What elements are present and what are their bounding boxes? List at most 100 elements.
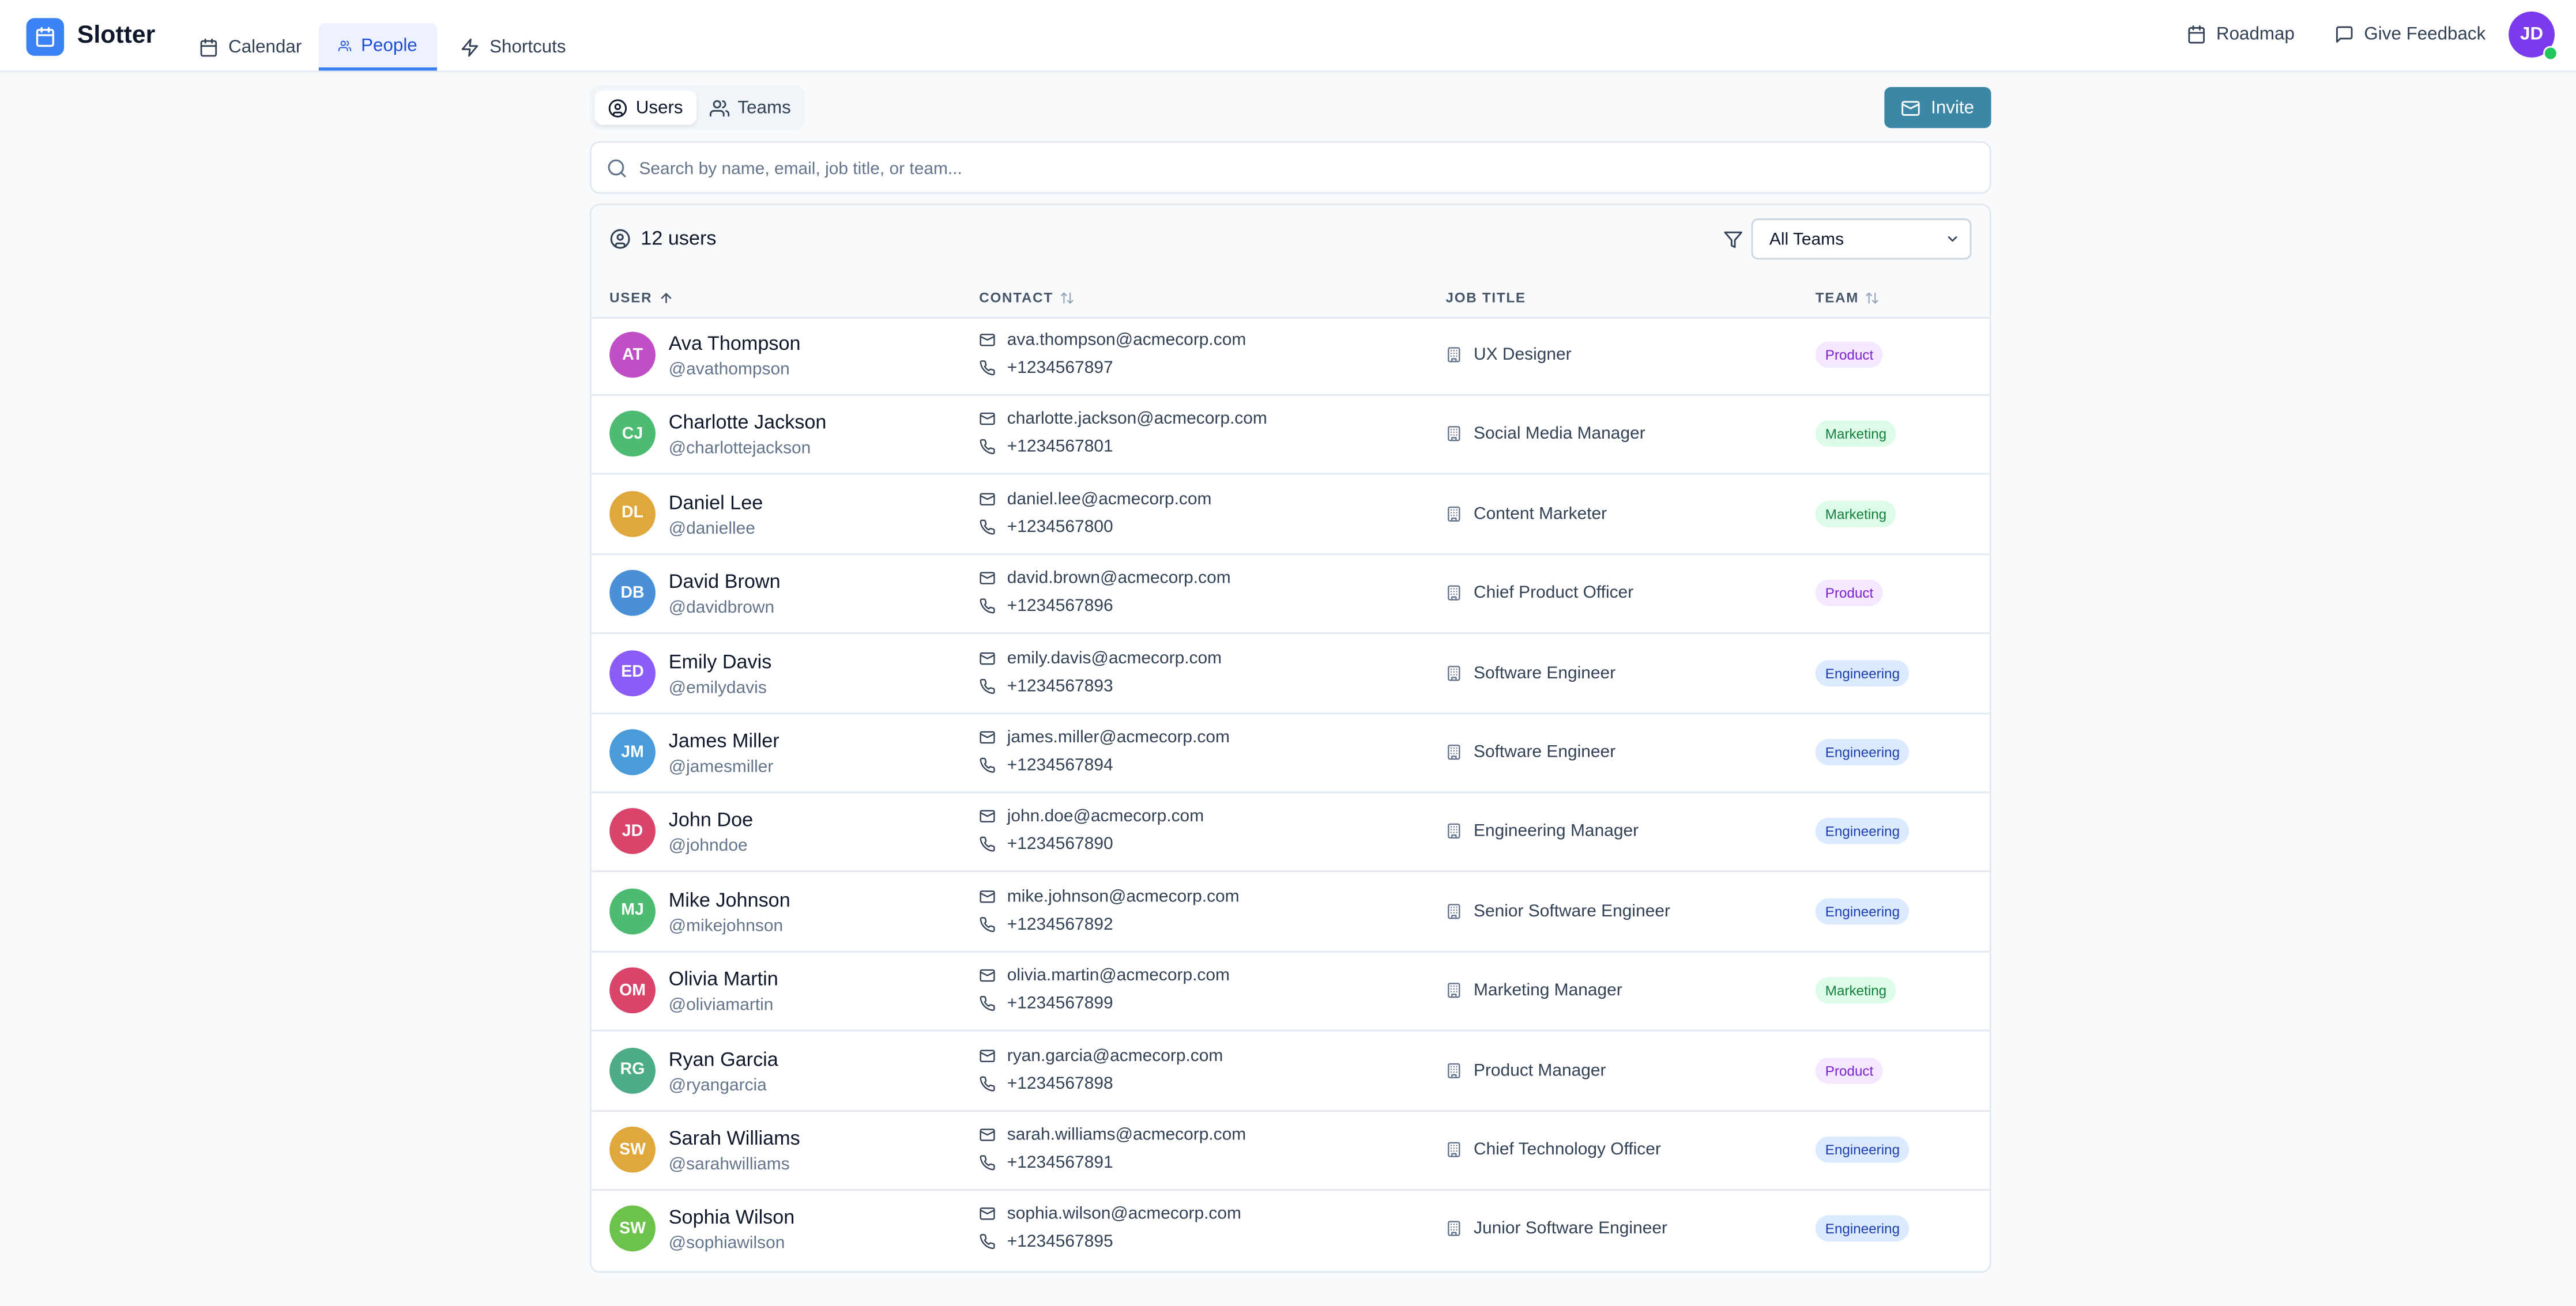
user-email[interactable]: daniel.lee@acmecorp.com <box>979 489 1211 509</box>
search-input[interactable] <box>635 153 1957 186</box>
tab-people[interactable]: People <box>318 22 437 71</box>
team-badge: Engineering <box>1815 739 1910 765</box>
table-row[interactable]: CJ Charlotte Jackson @charlottejackson char… <box>591 397 1990 475</box>
table-row[interactable]: ED Emily Davis @emilydavis emily.davis@acme… <box>591 635 1990 714</box>
user-phone-text: +1234567800 <box>1007 517 1113 537</box>
user-job-title-text: Junior Software Engineer <box>1474 1219 1667 1239</box>
user-name: Sophia Wilson <box>668 1206 795 1229</box>
user-circle-icon <box>610 228 630 248</box>
mail-icon <box>980 969 995 982</box>
column-team-header[interactable]: TEAM <box>1816 289 1881 305</box>
user-phone[interactable]: +1234567891 <box>979 1153 1113 1173</box>
user-phone[interactable]: +1234567892 <box>979 915 1113 934</box>
user-phone[interactable]: +1234567897 <box>979 358 1113 378</box>
user-email-text: daniel.lee@acmecorp.com <box>1007 489 1212 509</box>
building-icon <box>1448 1142 1460 1157</box>
table-row[interactable]: JM James Miller @jamesmiller james.miller@a… <box>591 715 1990 794</box>
table-row[interactable]: MJ Mike Johnson @mikejohnson mike.johnson@a… <box>591 873 1990 953</box>
user-phone[interactable]: +1234567800 <box>979 517 1113 537</box>
column-contact-label: CONTACT <box>979 289 1053 306</box>
give-feedback-link[interactable]: Give Feedback <box>2334 20 2485 49</box>
user-phone-text: +1234567895 <box>1007 1232 1113 1252</box>
user-email[interactable]: emily.davis@acmecorp.com <box>979 648 1222 668</box>
users-teams-toggle: Users Teams <box>589 85 805 130</box>
user-email[interactable]: mike.johnson@acmecorp.com <box>979 886 1240 907</box>
app-logo[interactable] <box>26 18 65 56</box>
invite-button[interactable]: Invite <box>1884 87 1991 129</box>
column-user-header[interactable]: USER <box>609 289 673 305</box>
table-row[interactable]: DB David Brown @davidbrown david.brown@acme… <box>591 556 1990 635</box>
user-phone-text: +1234567894 <box>1007 755 1113 775</box>
building-icon <box>1448 1062 1460 1078</box>
user-email[interactable]: olivia.martin@acmecorp.com <box>979 966 1230 986</box>
zap-icon <box>461 37 479 56</box>
user-email[interactable]: ava.thompson@acmecorp.com <box>979 330 1246 350</box>
user-email[interactable]: charlotte.jackson@acmecorp.com <box>979 410 1267 429</box>
user-phone[interactable]: +1234567895 <box>979 1232 1113 1252</box>
search-box <box>589 141 1991 194</box>
user-email-text: mike.johnson@acmecorp.com <box>1007 886 1240 907</box>
chevron-down-icon <box>1948 236 1957 242</box>
phone-icon <box>980 440 995 455</box>
tab-shortcuts[interactable]: Shortcuts <box>440 23 586 71</box>
team-filter-select[interactable]: All Teams <box>1751 218 1972 260</box>
user-phone[interactable]: +1234567893 <box>979 676 1113 696</box>
user-job-title: Junior Software Engineer <box>1446 1219 1667 1239</box>
user-email[interactable]: david.brown@acmecorp.com <box>979 568 1231 588</box>
user-email[interactable]: sophia.wilson@acmecorp.com <box>979 1205 1241 1224</box>
user-phone[interactable]: +1234567899 <box>979 994 1113 1014</box>
roadmap-link[interactable]: Roadmap <box>2187 20 2295 49</box>
mail-icon <box>980 413 995 426</box>
users-toggle-label: Users <box>635 97 683 118</box>
filter-icon <box>1724 231 1742 248</box>
users-toggle-button[interactable]: Users <box>594 90 696 125</box>
user-phone-text: +1234567893 <box>1007 675 1113 696</box>
teams-toggle-button[interactable]: Teams <box>696 90 804 125</box>
user-job-title-text: Marketing Manager <box>1474 980 1622 1001</box>
table-row[interactable]: DL Daniel Lee @daniellee daniel.lee@acmecor… <box>591 476 1990 555</box>
phone-icon <box>980 519 995 535</box>
user-email[interactable]: ryan.garcia@acmecorp.com <box>979 1045 1223 1065</box>
table-row[interactable]: OM Olivia Martin @oliviamartin olivia.marti… <box>591 953 1990 1032</box>
table-row[interactable]: AT Ava Thompson @avathompson ava.thompson@a… <box>591 317 1990 396</box>
tab-people-label: People <box>361 35 417 55</box>
user-phone[interactable]: +1234567898 <box>979 1073 1113 1093</box>
table-toolbar: 12 users All Teams <box>591 205 1990 276</box>
building-icon <box>1448 1221 1460 1237</box>
user-job-title-text: Software Engineer <box>1474 742 1616 763</box>
user-email[interactable]: john.doe@acmecorp.com <box>979 807 1204 826</box>
column-contact-header[interactable]: CONTACT <box>979 289 1075 305</box>
invite-label: Invite <box>1931 97 1975 118</box>
building-icon <box>1448 506 1460 522</box>
tab-calendar[interactable]: Calendar <box>179 23 322 71</box>
user-phone[interactable]: +1234567890 <box>979 835 1113 855</box>
user-name: Charlotte Jackson <box>668 411 827 435</box>
mail-icon <box>980 492 995 505</box>
table-row[interactable]: RG Ryan Garcia @ryangarcia ryan.garcia@acme… <box>591 1032 1990 1111</box>
building-icon <box>1448 824 1460 840</box>
user-job-title: Chief Technology Officer <box>1446 1140 1661 1160</box>
user-name: Daniel Lee <box>668 490 763 514</box>
user-email[interactable]: james.miller@acmecorp.com <box>979 727 1230 748</box>
user-phone-text: +1234567896 <box>1007 596 1113 617</box>
table-row[interactable]: JD John Doe @johndoe john.doe@acmecorp.com +… <box>591 794 1990 873</box>
user-phone[interactable]: +1234567894 <box>979 756 1113 775</box>
user-phone-text: +1234567898 <box>1007 1073 1113 1093</box>
user-name: Olivia Martin <box>668 967 778 991</box>
team-badge: Engineering <box>1815 818 1910 845</box>
user-handle: @charlottejackson <box>668 439 811 459</box>
user-job-title: Social Media Manager <box>1446 424 1645 444</box>
user-avatar: AT <box>609 331 656 378</box>
user-email[interactable]: sarah.williams@acmecorp.com <box>979 1125 1246 1145</box>
online-status-dot <box>2543 46 2558 61</box>
table-row[interactable]: SW Sarah Williams @sarahwilliams sarah.will… <box>591 1112 1990 1191</box>
user-phone[interactable]: +1234567896 <box>979 597 1113 616</box>
table-row[interactable]: SW Sophia Wilson @sophiawilson sophia.wilso… <box>592 1191 1990 1270</box>
user-phone[interactable]: +1234567801 <box>979 437 1113 457</box>
user-name: John Doe <box>668 809 754 832</box>
user-name: Sarah Williams <box>668 1126 800 1150</box>
mail-icon <box>980 1049 995 1062</box>
user-handle: @oliviamartin <box>668 995 774 1016</box>
team-badge: Engineering <box>1815 1136 1910 1163</box>
user-avatar: OM <box>609 967 656 1014</box>
